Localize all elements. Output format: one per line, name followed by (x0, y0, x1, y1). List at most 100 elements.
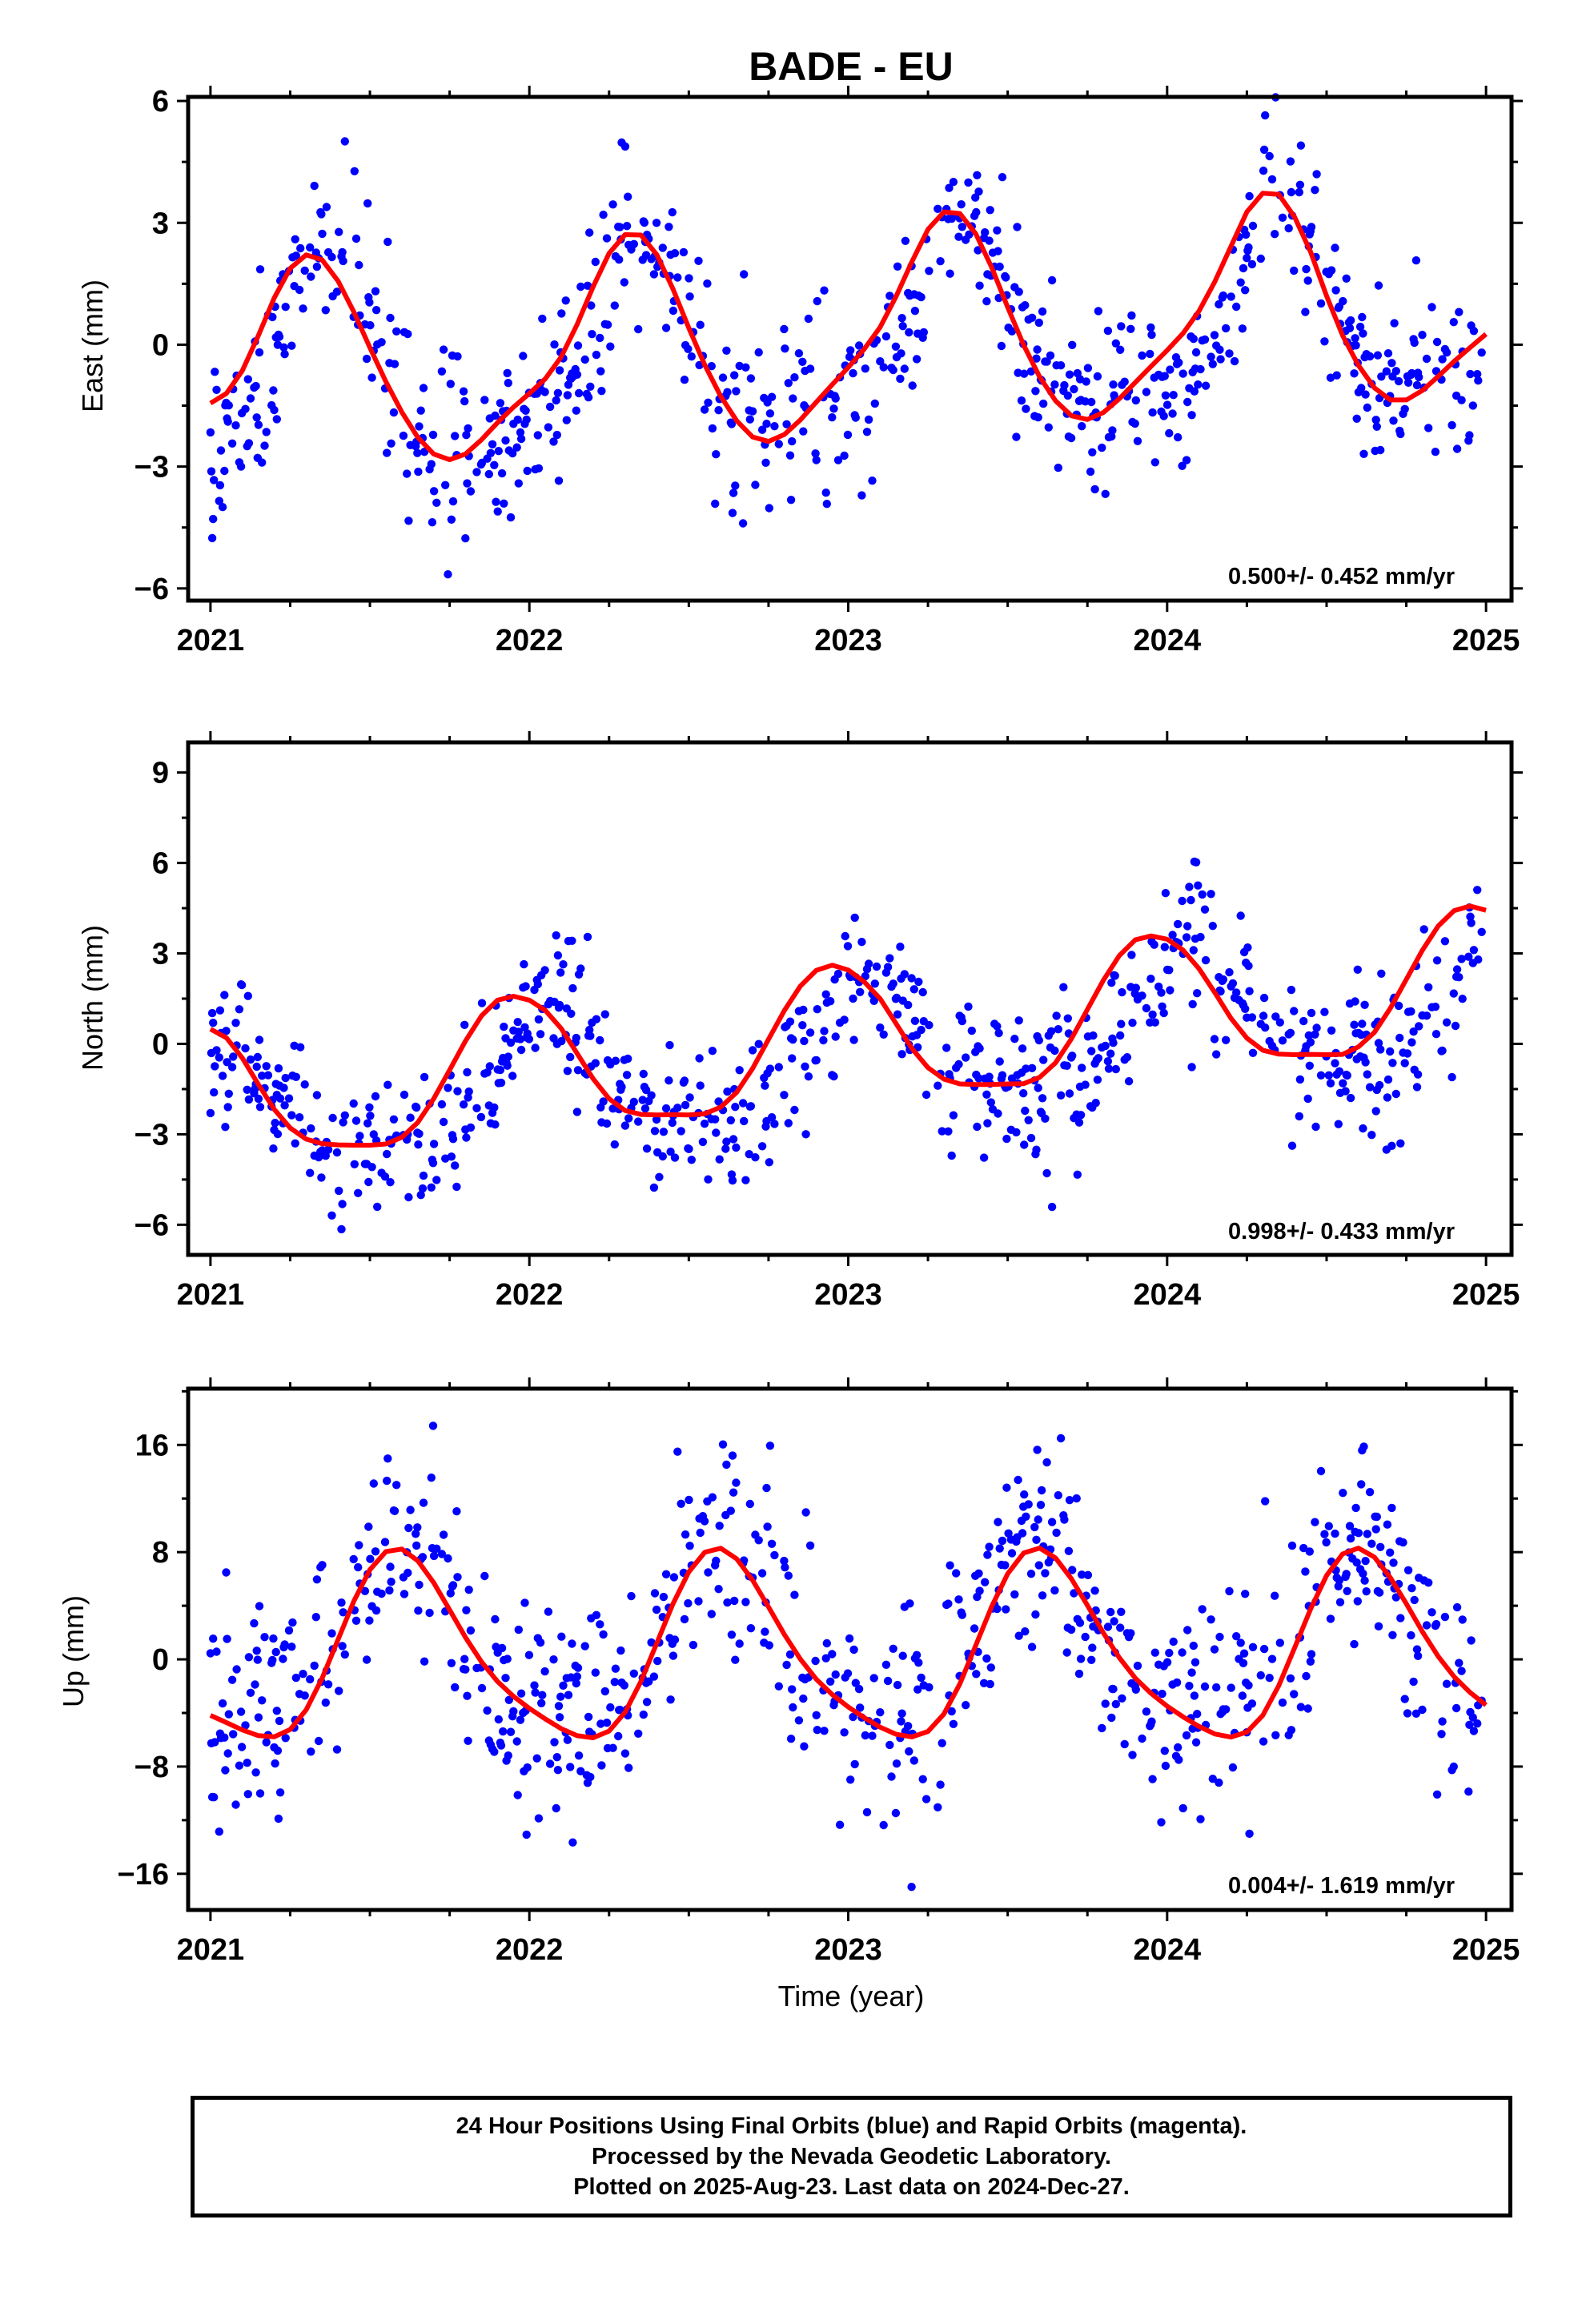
footer-line-2: Processed by the Nevada Geodetic Laborat… (592, 2144, 1111, 2169)
north-y-axis-label: North (mm) (76, 925, 109, 1071)
north-point (1365, 1083, 1375, 1092)
up-point (237, 1743, 247, 1751)
east-point (220, 466, 229, 476)
north-point (1020, 1140, 1029, 1149)
up-point (799, 1694, 808, 1703)
north-point (711, 1115, 720, 1124)
north-point (386, 1178, 395, 1187)
east-point (1230, 356, 1239, 366)
north-point (967, 1026, 977, 1035)
north-point (291, 1072, 300, 1082)
east-point (296, 243, 305, 253)
east-point (1465, 431, 1474, 440)
up-point (828, 1650, 837, 1659)
north-point (726, 1116, 735, 1125)
east-point (332, 287, 342, 296)
north-point (1208, 922, 1218, 931)
north-point (464, 1087, 473, 1096)
east-point (785, 451, 795, 460)
east-point (730, 371, 739, 380)
north-point (622, 1071, 632, 1080)
north-point (666, 1148, 675, 1156)
up-point (1290, 1690, 1299, 1699)
north-point (1236, 911, 1245, 920)
up-point (339, 1608, 347, 1617)
up-point (684, 1598, 693, 1608)
up-point (730, 1596, 739, 1606)
north-point (721, 1144, 730, 1153)
north-point (949, 1111, 958, 1120)
north-point (819, 1035, 828, 1045)
east-point (553, 388, 563, 397)
up-point (765, 1641, 773, 1650)
east-point (585, 228, 594, 237)
up-point (1056, 1433, 1066, 1443)
north-point (1412, 1083, 1422, 1092)
north-y-tick-label: 0 (152, 1027, 169, 1061)
north-point (1056, 1091, 1066, 1100)
north-point (338, 1200, 347, 1208)
up-point (512, 1737, 521, 1746)
east-point (1187, 411, 1196, 420)
north-point (1307, 1008, 1316, 1018)
north-point (472, 1104, 481, 1113)
east-point (687, 352, 696, 361)
east-point (1056, 361, 1066, 370)
up-point (453, 1573, 462, 1582)
east-point (945, 183, 954, 192)
east-point (995, 262, 1004, 271)
east-point (1256, 254, 1266, 263)
east-point (786, 496, 796, 505)
up-point (741, 1598, 750, 1606)
north-point (444, 1084, 452, 1092)
north-point (918, 987, 927, 997)
up-point (1468, 1713, 1478, 1722)
up-point (1034, 1515, 1042, 1524)
east-point (1117, 322, 1126, 331)
east-point (521, 406, 530, 415)
up-point (509, 1707, 518, 1716)
east-point (491, 411, 500, 420)
north-point (1150, 1018, 1160, 1027)
east-point (1261, 111, 1270, 120)
north-point (586, 1031, 595, 1040)
east-point (1477, 348, 1486, 357)
north-point (909, 985, 919, 994)
east-point (231, 421, 240, 430)
east-point (367, 373, 376, 382)
north-point (1109, 1039, 1118, 1047)
north-point (813, 1005, 821, 1014)
north-point (555, 1000, 564, 1010)
north-point (1259, 1011, 1268, 1020)
up-point (1178, 1648, 1186, 1657)
north-point (975, 1044, 984, 1053)
up-point (1034, 1561, 1044, 1570)
up-point (383, 1454, 392, 1463)
east-point (1109, 380, 1118, 389)
east-point (503, 368, 512, 378)
east-point (1168, 409, 1177, 418)
up-point (1467, 1636, 1476, 1645)
up-point (1350, 1639, 1359, 1649)
east-point (1219, 291, 1228, 300)
north-point (400, 1090, 409, 1100)
up-point (620, 1749, 630, 1758)
east-point (954, 232, 963, 241)
up-point (419, 1498, 428, 1507)
east-point (708, 424, 717, 433)
up-point (246, 1688, 255, 1697)
north-point (872, 962, 881, 971)
up-point (1050, 1586, 1059, 1595)
north-point (843, 942, 853, 951)
east-point (523, 466, 532, 476)
up-point (812, 1711, 821, 1719)
north-point (1207, 890, 1215, 899)
east-point (1391, 367, 1401, 376)
up-point (1412, 1645, 1422, 1654)
north-point (1409, 1027, 1418, 1036)
north-point (1188, 999, 1197, 1009)
up-point (642, 1698, 652, 1707)
east-point (811, 449, 820, 458)
north-point (659, 1128, 669, 1136)
up-point (255, 1789, 265, 1798)
